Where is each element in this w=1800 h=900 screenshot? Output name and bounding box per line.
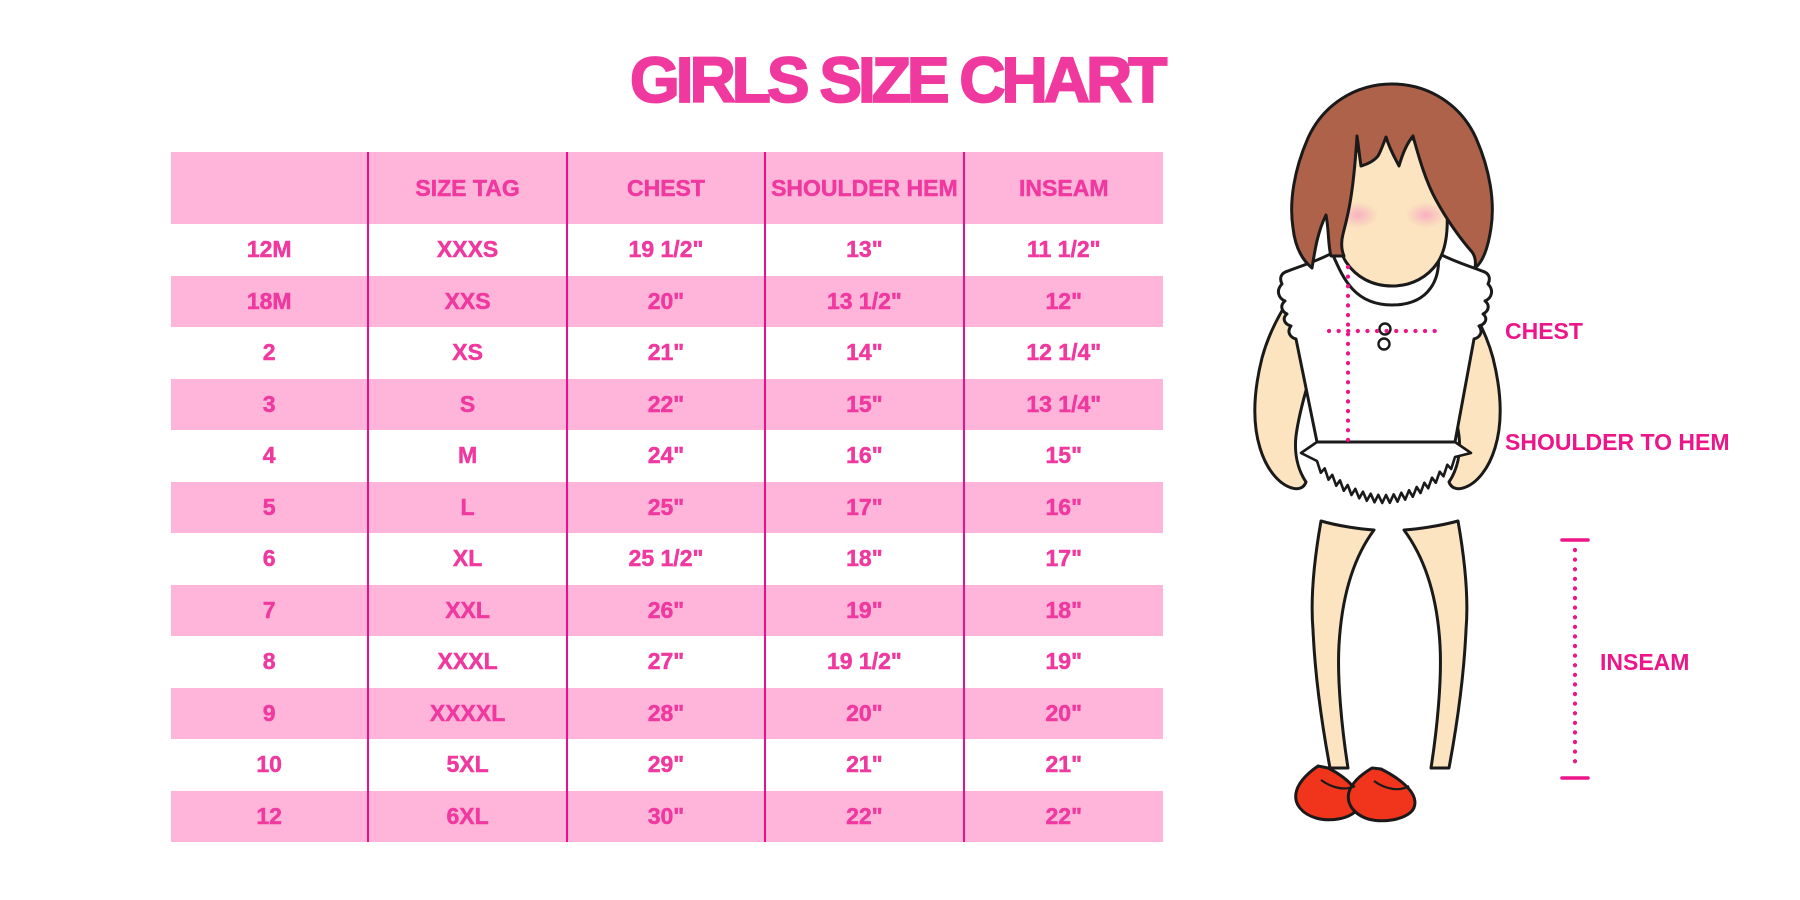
svg-text:INSEAM: INSEAM (1600, 649, 1689, 675)
svg-text:CHEST: CHEST (1505, 318, 1583, 344)
svg-text:SHOULDER TO HEM: SHOULDER TO HEM (1505, 429, 1729, 455)
